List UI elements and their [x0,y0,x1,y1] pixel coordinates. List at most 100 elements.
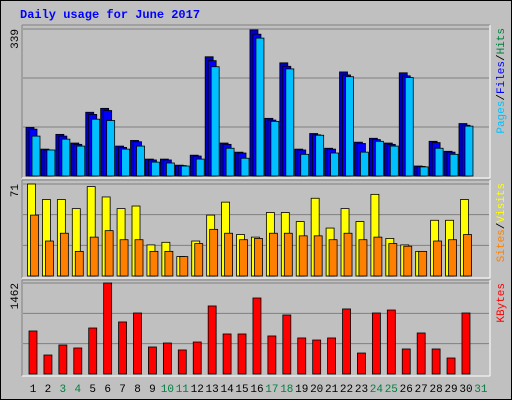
bar [180,165,190,177]
x-tick-label: 18 [280,384,293,396]
bar [103,282,113,375]
bar [237,333,247,375]
legend-separator: / [496,94,508,101]
bar [121,148,130,177]
legend: Sites/Visits [496,183,508,262]
legend: Pages/Files/Hits [496,28,508,134]
bar [74,250,84,277]
x-tick-label: 25 [385,384,398,396]
bar [28,330,38,375]
bar [225,147,235,177]
bar [342,308,351,375]
bar [431,348,441,375]
bar [448,239,457,277]
bar [164,250,174,277]
legend-entry: Files [496,61,508,94]
bar [300,153,310,177]
bar [419,166,429,177]
bar [162,342,172,375]
bar [136,145,145,177]
x-tick-label: 12 [191,384,204,396]
bar [239,239,248,277]
x-tick-label: 24 [370,384,384,396]
x-tick-label: 2 [45,384,52,396]
bar [371,312,381,375]
bar [76,145,86,177]
bar [106,120,116,177]
x-tick-label: 14 [220,384,234,396]
bar [133,312,142,375]
bar [416,332,426,375]
bar [240,157,250,177]
y-tick-label: 339 [10,29,22,49]
bar [118,321,127,375]
bar [222,333,232,375]
legend: KBytes [496,283,508,323]
bar [464,125,474,177]
bar [461,312,471,375]
bar [192,341,202,375]
bar [283,232,293,277]
bar [282,314,292,375]
x-tick-label: 30 [459,384,472,396]
bar [149,250,159,277]
bar [357,352,366,375]
legend-entry: Visits [496,183,508,223]
bar [88,327,98,375]
bar [177,349,187,375]
bar [119,239,129,277]
x-tick-label: 17 [265,384,278,396]
bar [45,240,54,277]
x-tick-label: 22 [340,384,353,396]
bar [404,77,414,177]
legend-entry: KBytes [496,283,508,323]
bar [224,232,233,277]
bar [31,135,41,177]
bar [434,147,444,177]
bar [104,230,114,277]
bar [373,236,383,277]
bar [61,138,71,177]
bar [255,37,265,177]
legend-entry: Hits [496,28,508,54]
bar [386,309,396,375]
bar [418,250,428,277]
bar [207,305,217,375]
chart-title: Daily usage for June 2017 [20,8,200,22]
x-tick-label: 7 [119,384,126,396]
legend-entry: Sites [496,229,508,262]
x-tick-label: 20 [310,384,323,396]
x-tick-label: 10 [161,384,174,396]
bar [297,337,307,375]
x-tick-label: 21 [325,384,339,396]
bar [134,239,144,277]
bar [209,228,219,277]
bar [254,238,263,277]
bar [151,161,160,177]
bar [312,339,322,375]
bar [89,236,99,277]
bar [46,149,56,177]
x-tick-label: 3 [60,384,67,396]
bar [446,357,456,375]
x-tick-label: 6 [104,384,111,396]
x-tick-label: 1 [30,384,37,396]
x-tick-label: 13 [206,384,219,396]
bar [401,348,411,375]
bar [345,76,354,177]
bar [195,158,205,177]
x-tick-label: 9 [149,384,156,396]
bar [330,152,340,177]
bar [298,235,308,277]
bar [433,240,443,277]
bar [270,120,280,177]
bar [327,337,337,375]
legend-entry: Pages [496,101,508,134]
bar [313,235,323,277]
bar [91,118,101,177]
x-tick-label: 23 [355,384,368,396]
bar [315,134,325,177]
bar [267,335,277,375]
x-tick-label: 15 [235,384,248,396]
